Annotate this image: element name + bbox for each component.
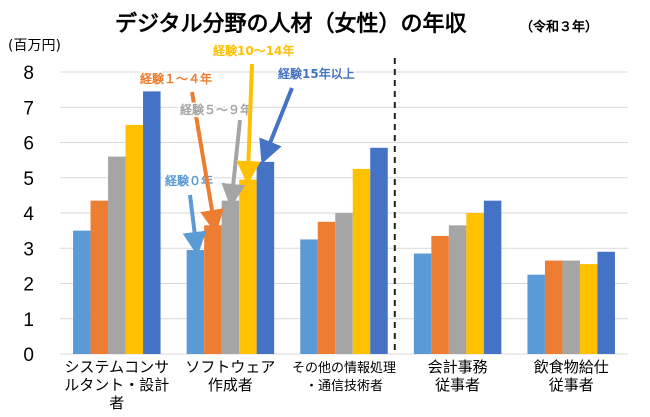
y-tick-label: 7 [23, 98, 34, 119]
category-label: ・通信技術者 [305, 379, 383, 394]
bar [300, 239, 318, 354]
series-label: 経験10～14年 [213, 43, 294, 58]
y-axis-unit: (百万円) [8, 38, 61, 54]
bar [544, 260, 563, 354]
series-label: 経験15年以上 [278, 66, 355, 81]
bar [143, 91, 161, 354]
y-tick-label: 4 [23, 204, 34, 225]
category-label: その他の情報処理 [292, 361, 396, 376]
bars [73, 91, 615, 354]
y-tick-label: 3 [23, 239, 34, 260]
bar [431, 235, 449, 354]
bar [204, 225, 222, 354]
bar [352, 168, 371, 354]
category-label: システムコンサ [65, 358, 170, 376]
bar [108, 156, 126, 354]
annotation-arrow [182, 194, 207, 256]
bar [562, 260, 580, 354]
category-label: 従事者 [435, 376, 480, 394]
bar [483, 200, 502, 354]
category-label: 会計事務 [428, 358, 488, 376]
y-tick-label: 6 [23, 134, 34, 155]
bar [527, 274, 545, 354]
bar [448, 225, 467, 354]
category-label: 飲食物給仕 [534, 358, 609, 376]
category-label: 作成者 [208, 376, 253, 394]
category-label: ルタント・設計 [64, 376, 169, 394]
bar [597, 251, 615, 354]
series-label: 経験０年 [165, 173, 213, 188]
bar [221, 200, 240, 354]
annotation-arrow [221, 119, 246, 208]
y-tick-label: 1 [23, 310, 34, 331]
chart-subtitle: （令和３年） [520, 19, 598, 35]
series-label: 経験１～４年 [140, 71, 212, 86]
category-label: ソフトウェア [185, 358, 275, 376]
bar [579, 264, 598, 354]
y-tick-label: 0 [23, 345, 34, 366]
bar [335, 213, 353, 354]
bar [125, 124, 144, 354]
bar [317, 221, 336, 354]
bar [370, 147, 388, 354]
y-tick-label: 2 [23, 275, 34, 296]
bar [466, 213, 484, 354]
category-label: 従事者 [549, 376, 594, 394]
y-tick-label: 8 [23, 63, 34, 84]
bar [413, 253, 432, 354]
annotation-arrow [259, 87, 294, 165]
series-label: 経験５～９年 [180, 102, 252, 117]
annotation-arrow [190, 91, 224, 234]
chart-title: デジタル分野の人材（女性）の年収 [115, 11, 468, 37]
bar [186, 250, 205, 354]
y-tick-label: 5 [23, 169, 34, 190]
annotation-arrow [236, 63, 261, 185]
bar [90, 200, 109, 354]
y-tick-labels: 0 1 2 3 4 5 6 7 8 [23, 63, 34, 366]
bar [73, 230, 91, 354]
bar [239, 179, 257, 354]
bar [256, 161, 275, 354]
category-label: 者 [109, 394, 124, 412]
